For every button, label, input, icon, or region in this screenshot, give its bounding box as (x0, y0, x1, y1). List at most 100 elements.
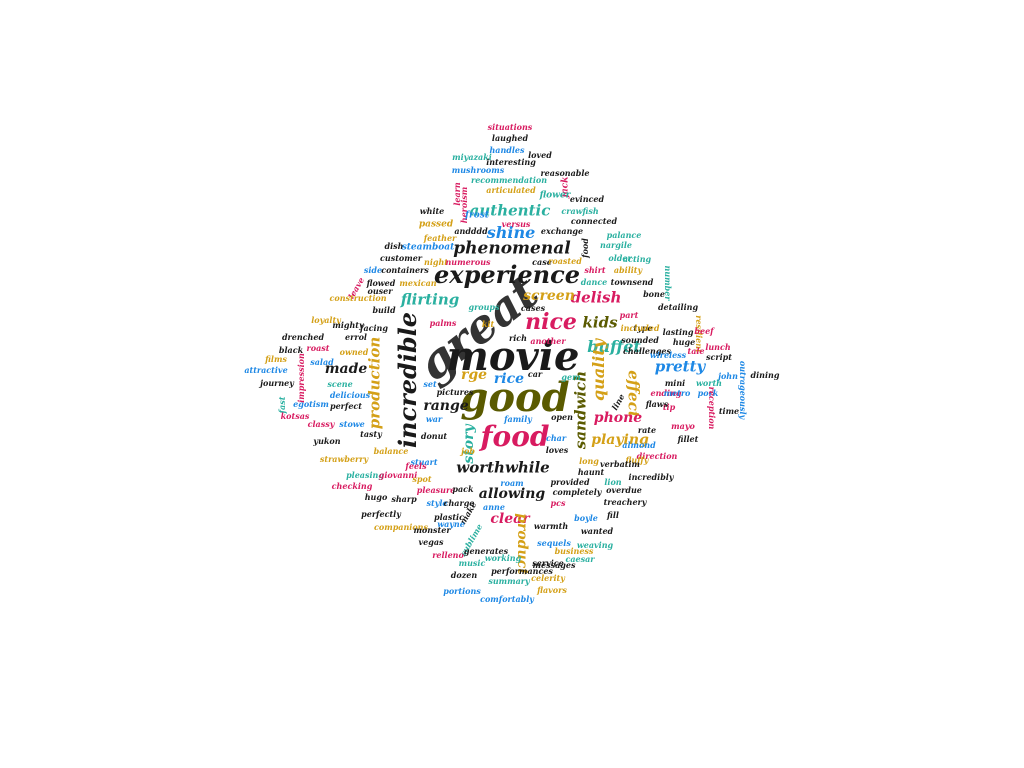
word: situations (487, 122, 533, 132)
word: loyalty (311, 315, 341, 325)
word: ouser (367, 286, 393, 296)
word: wanted (580, 526, 614, 536)
word: sounded (621, 335, 659, 345)
word: long (579, 456, 599, 466)
word: sandwich (571, 370, 590, 450)
word: good (460, 374, 570, 421)
word: pcs (550, 498, 566, 508)
word: dining (750, 370, 780, 380)
word: number (663, 265, 673, 301)
word: flaws (645, 399, 669, 409)
word: lion (604, 477, 622, 487)
word: char (545, 433, 567, 443)
word: mushrooms (451, 165, 505, 175)
word: flirting (400, 290, 460, 309)
word: music (458, 558, 486, 568)
word: car (527, 369, 543, 379)
word: flowed (366, 278, 396, 288)
word: tasty (360, 429, 382, 439)
word: clear (490, 511, 530, 527)
word: huge (672, 337, 696, 347)
word: laughed (491, 133, 529, 143)
word: wireless (649, 350, 687, 360)
word: nice (525, 309, 577, 335)
word: haunt (577, 467, 605, 477)
word: pleasing (346, 470, 384, 480)
word: included (620, 323, 660, 333)
word: numerous (445, 257, 491, 267)
word: outrageously (738, 360, 748, 420)
word: errol (345, 332, 367, 342)
word: business (554, 546, 594, 556)
word: buffet (587, 337, 641, 356)
word: incredibly (628, 472, 674, 482)
word: shirt (584, 265, 606, 275)
word: reception (707, 386, 717, 430)
word: older (608, 253, 632, 263)
word: generates (463, 546, 509, 556)
word: weaving (576, 540, 614, 550)
word: andddd (454, 226, 488, 236)
word: perfectly (361, 509, 401, 519)
word: time (718, 406, 740, 416)
word: reasonable (540, 168, 590, 178)
word: checking (331, 481, 373, 491)
word: food (480, 420, 550, 453)
word: kids (582, 313, 618, 332)
word: roam (500, 478, 524, 488)
word: films (265, 354, 287, 364)
word: delish (570, 288, 622, 307)
word: fluffy (625, 455, 649, 465)
word: loves (545, 445, 569, 455)
word: versus (501, 219, 531, 229)
word: plastic (434, 512, 464, 522)
word: miyazaki (452, 152, 492, 162)
word: script (706, 352, 732, 362)
word: monster (413, 525, 451, 535)
word: warmth (533, 521, 569, 531)
word: delicious (329, 390, 371, 400)
word: lunch (705, 342, 731, 352)
word: white (419, 206, 445, 216)
word: comfortably (480, 594, 534, 604)
word: family (504, 414, 532, 424)
word: feather (423, 233, 457, 243)
word: tale (687, 346, 705, 356)
word: kotsas (280, 411, 310, 421)
word: evinced (569, 194, 605, 204)
word: cases (520, 303, 546, 313)
word: build (372, 305, 396, 315)
word: treachery (603, 497, 647, 507)
word: incredible (393, 311, 422, 449)
word: containers (381, 265, 429, 275)
word: portions (443, 586, 481, 596)
word: tip (662, 402, 676, 412)
word: handles (489, 145, 525, 155)
word: scene (327, 379, 353, 389)
word: feels (405, 461, 427, 471)
word: palance (606, 230, 642, 240)
word: recommendation (470, 175, 548, 185)
word: facing (360, 323, 388, 333)
word: allowing (478, 486, 546, 502)
word: rich (509, 333, 527, 343)
word: gem (561, 372, 581, 382)
word: egotism (293, 399, 329, 409)
word: war (425, 414, 443, 424)
word: beef (694, 326, 714, 336)
word: palms (429, 318, 457, 328)
word: journey (260, 378, 294, 388)
word: made (324, 361, 368, 377)
word: phone (593, 410, 643, 426)
word: rge (460, 367, 488, 383)
word: roasted (548, 256, 582, 266)
word: style (426, 498, 448, 508)
word: sharp (391, 494, 417, 504)
word: passed (418, 219, 454, 230)
word: celerity (531, 573, 565, 583)
word: rice (493, 371, 525, 387)
word: impression (296, 353, 306, 403)
word: worthwhile (456, 458, 550, 477)
word: shine (486, 223, 536, 242)
